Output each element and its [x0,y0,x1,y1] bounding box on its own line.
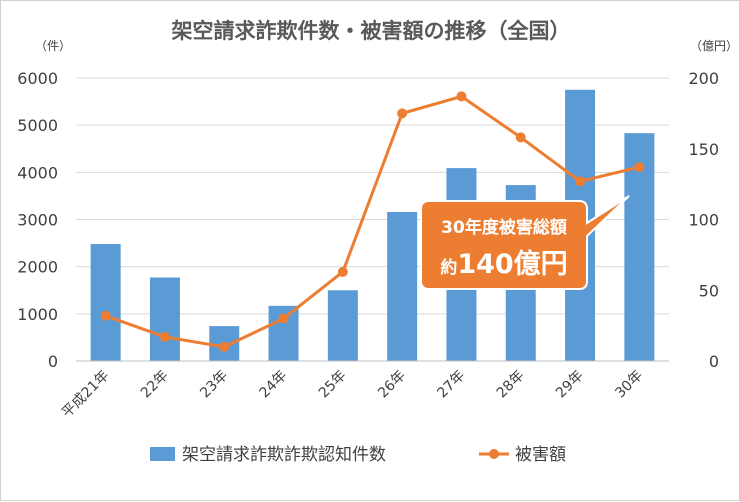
legend-bar-label: 架空請求詐欺詐欺認知件数 [182,445,386,465]
line-point [337,266,348,277]
right-tick-label: 100 [688,211,719,230]
right-axis-unit: （億円） [690,39,738,53]
left-axis-ticks: 0 1000 2000 3000 4000 5000 6000 [17,69,58,371]
right-tick-label: 0 [709,352,719,371]
right-tick-label: 150 [688,140,719,159]
line-point [456,91,467,102]
left-tick-label: 3000 [17,211,58,230]
callout-line1: 30年度被害総額 [441,217,567,238]
legend-bar-swatch [150,447,175,461]
line-point [634,162,645,173]
line-point [278,313,289,324]
x-tick-label: 29年 [553,368,587,402]
x-tick-label: 25年 [316,368,350,402]
callout-box [420,195,630,290]
bar [90,244,121,361]
line-point [575,176,586,187]
x-tick-label: 27年 [434,368,468,402]
legend: 架空請求詐欺詐欺認知件数 被害額 [150,445,566,465]
right-tick-label: 200 [688,69,719,88]
left-tick-label: 6000 [17,69,58,88]
line-point [100,310,111,321]
left-tick-label: 4000 [17,163,58,182]
left-tick-label: 2000 [17,258,58,277]
line-point [397,108,408,119]
chart-title: 架空請求詐欺件数・被害額の推移（全国） [172,19,571,43]
x-tick-label: 24年 [257,368,291,402]
x-tick-label: 平成21年 [59,368,113,422]
x-tick-label: 26年 [375,368,409,402]
bar [149,277,180,361]
legend-line-label: 被害額 [515,445,566,465]
callout-line2: 約140億円 [440,249,567,280]
x-tick-label: 30年 [612,368,646,402]
line-point [219,341,230,352]
x-tick-label: 28年 [494,368,528,402]
left-tick-label: 1000 [17,305,58,324]
legend-line-marker [489,449,499,459]
bar [387,211,418,361]
left-tick-label: 5000 [17,116,58,135]
right-axis-ticks: 0 50 100 150 200 [688,69,719,371]
damage-line [105,94,640,349]
left-tick-label: 0 [48,352,58,371]
x-tick-label: 23年 [197,368,231,402]
line-point [159,331,170,342]
callout-prefix: 約 [440,257,457,278]
x-axis-ticks: 平成21年 22年 23年 24年 25年 26年 27年 28年 29年 30年 [59,368,646,422]
bar [327,290,358,361]
line-point [515,132,526,143]
callout-amount: 140億円 [457,249,567,280]
x-tick-label: 22年 [138,368,172,402]
line-series [100,91,645,352]
right-tick-label: 50 [699,281,719,300]
callout: 30年度被害総額 約140億円 [420,195,630,290]
left-axis-unit: （件） [35,39,71,53]
